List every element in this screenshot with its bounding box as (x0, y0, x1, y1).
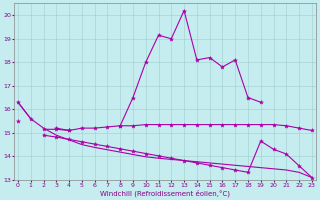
X-axis label: Windchill (Refroidissement éolien,°C): Windchill (Refroidissement éolien,°C) (100, 189, 230, 197)
